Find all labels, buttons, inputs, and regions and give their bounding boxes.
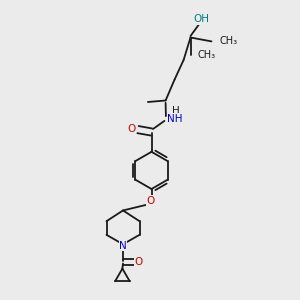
Text: CH₃: CH₃ [198,50,216,60]
Text: N: N [119,241,127,250]
Text: CH₃: CH₃ [219,35,237,46]
Text: O: O [134,257,143,267]
Text: H: H [172,106,180,116]
Text: NH: NH [167,113,183,124]
Text: O: O [127,124,135,134]
Text: O: O [146,196,155,206]
Text: OH: OH [194,14,210,25]
